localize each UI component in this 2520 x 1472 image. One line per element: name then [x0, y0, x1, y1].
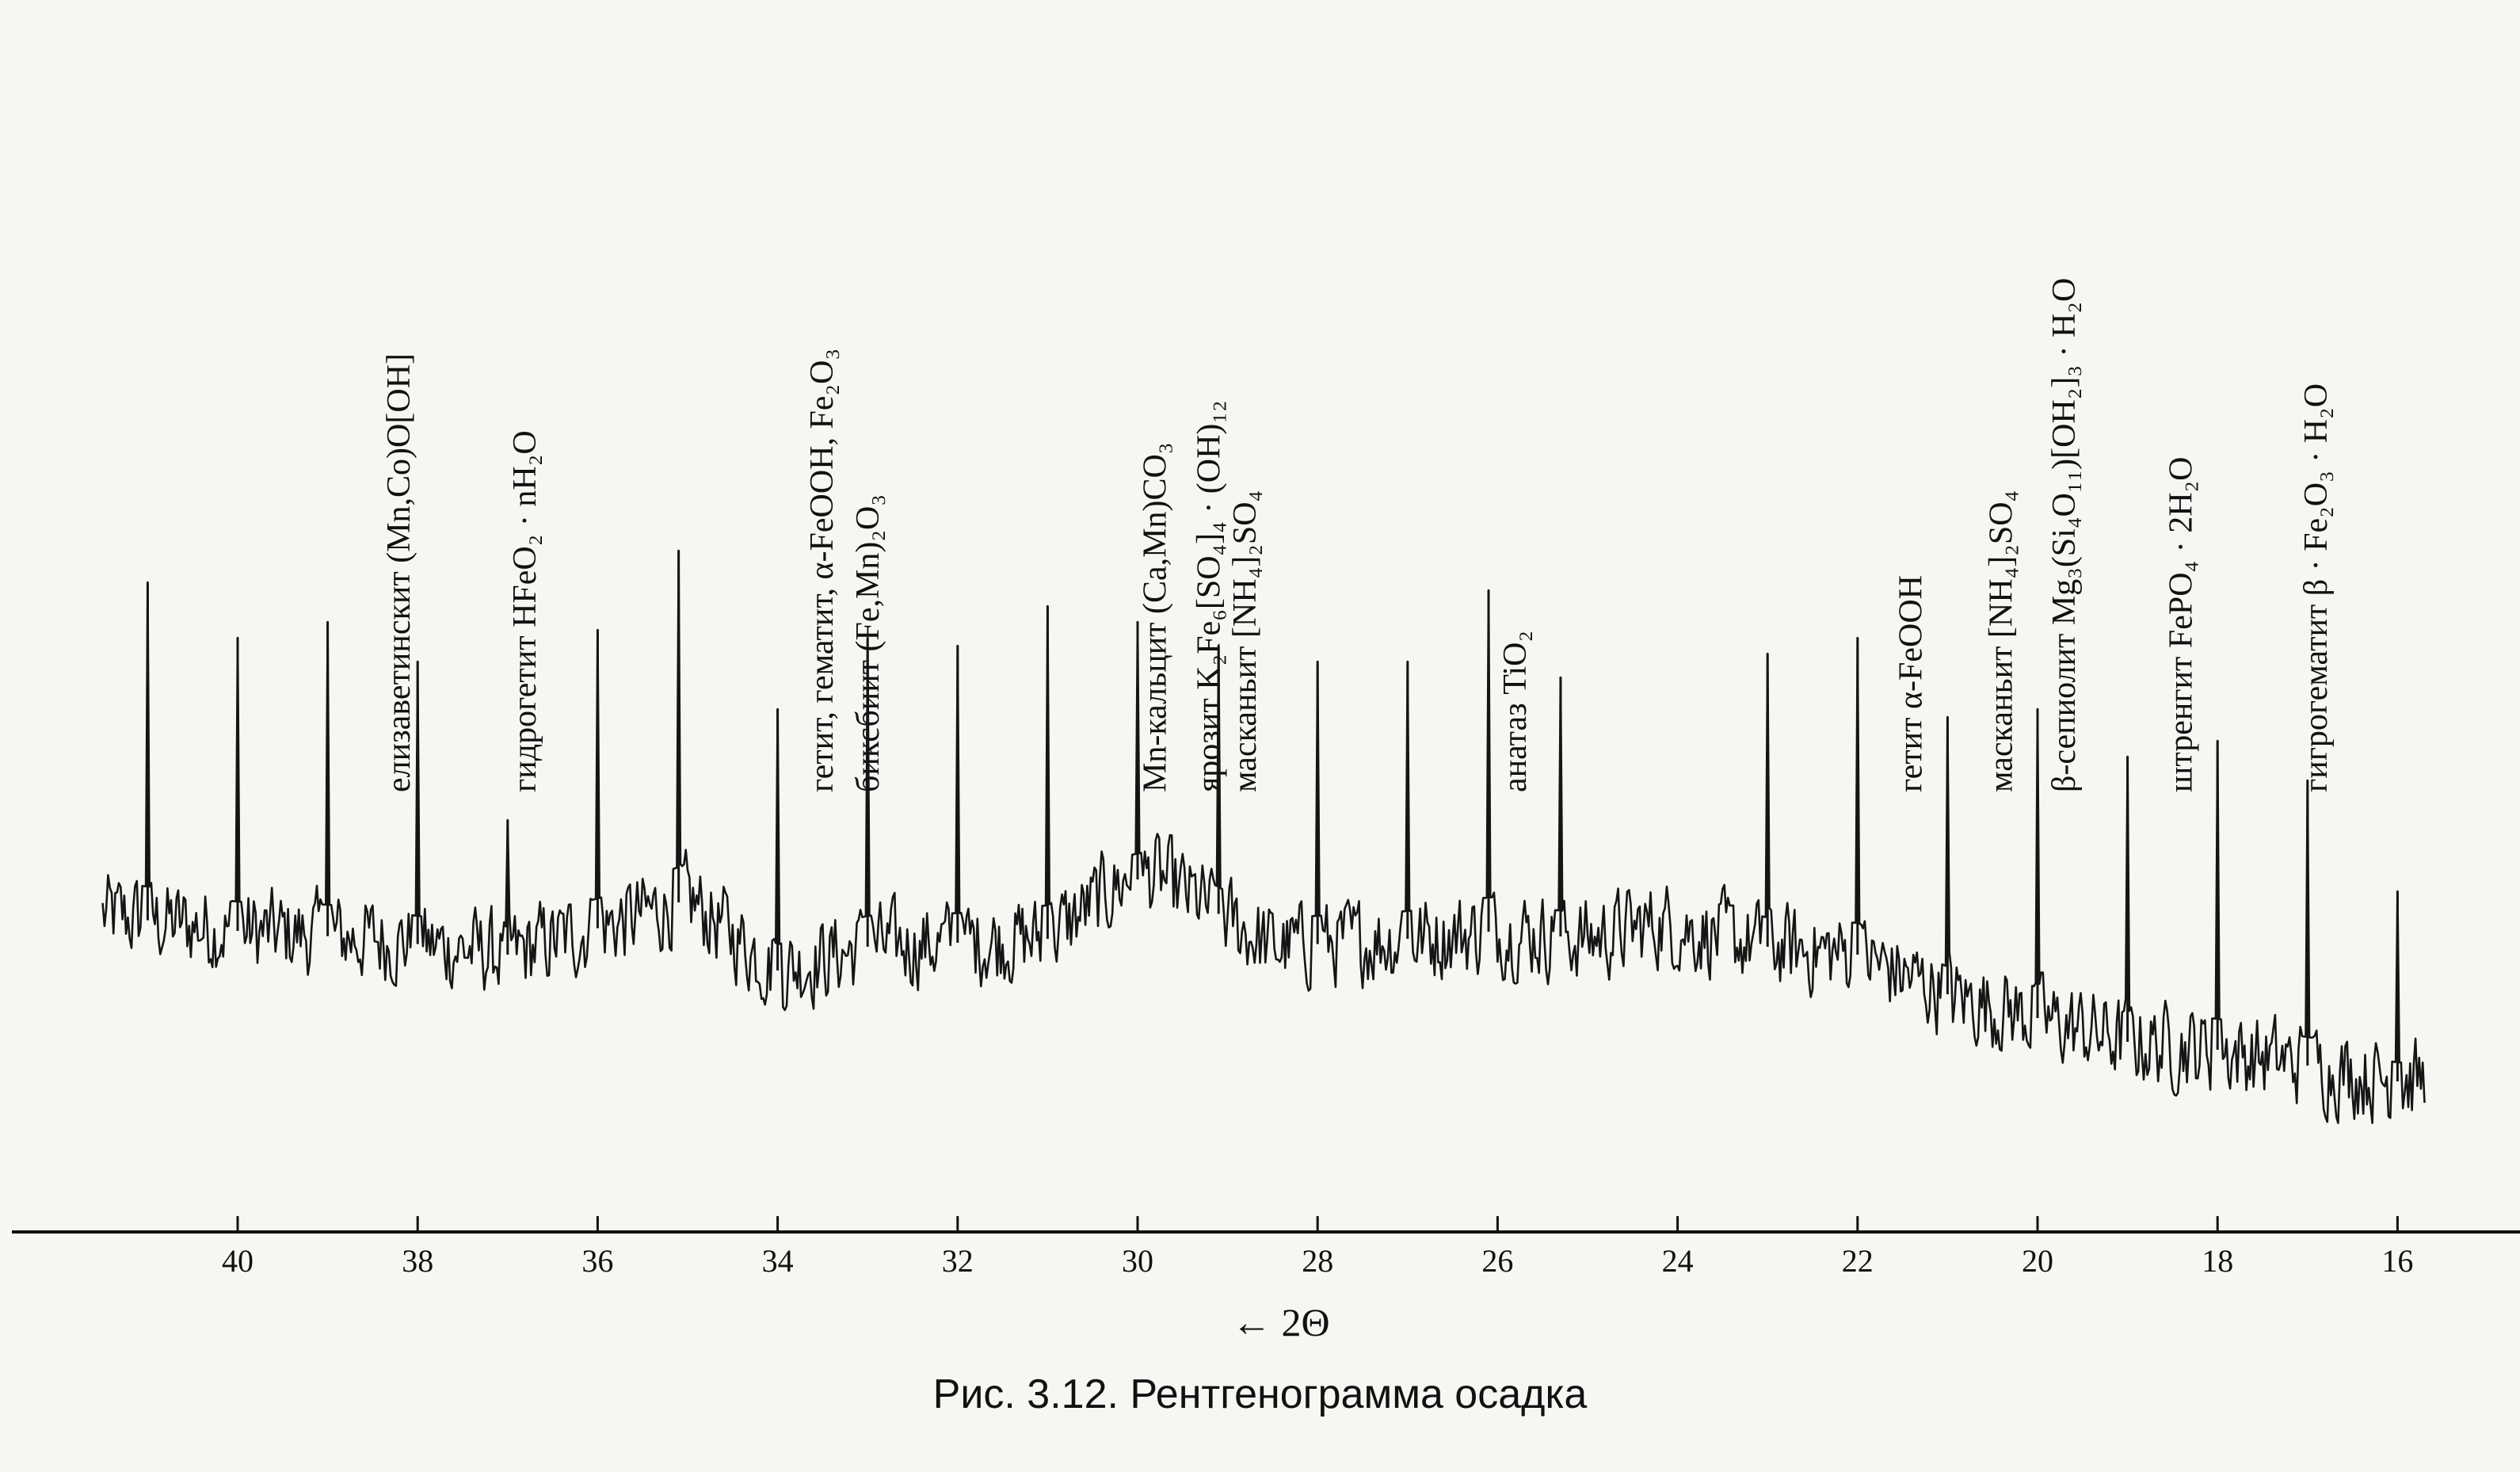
phase-annotation: гигрогематит β · Fe₂O₃ · H₂O: [2298, 383, 2335, 792]
phase-annotation: β-сепиолит Mg₃(Si₄O₁₁)[OH₂]₃ · H₂O: [2046, 278, 2083, 792]
diffraction-trace: [101, 549, 2426, 1124]
phase-label: гетит, гематит, α-FeOOH, Fe₂O₃: [804, 349, 841, 792]
phase-label: гигрогематит β · Fe₂O₃ · H₂O: [2298, 383, 2335, 792]
x-axis-ticks: 40 38 36 34 32 30 28 26 24 22 20 18 16: [222, 1216, 2413, 1279]
phase-annotation: масканьит [NH₄]₂SO₄: [1227, 490, 1264, 792]
x-tick-label: 20: [2022, 1243, 2053, 1279]
phase-annotation: Mn-кальцит (Ca,Mn)CO₃: [1137, 443, 1173, 793]
x-tick-label: 22: [1842, 1243, 1874, 1279]
phase-annotation: штренгит FePO₄ · 2H₂O: [2163, 456, 2199, 792]
phase-annotation: анатаз TiO₂: [1497, 631, 1534, 792]
phase-label: масканьит [NH₄]₂SO₄: [1227, 490, 1264, 792]
phase-annotation: гетит α-FeOOH: [1893, 575, 1930, 792]
phase-label: масканьит [NH₄]₂SO₄: [1983, 490, 2019, 792]
phase-label: елизаветинскит (Mn,Co)O[OH]: [381, 353, 417, 792]
x-tick-label: 24: [1662, 1243, 1694, 1279]
phase-annotation: гетит, гематит, α-FeOOH, Fe₂O₃ биксбиит (…: [804, 349, 886, 792]
phase-label: гетит α-FeOOH: [1893, 575, 1930, 792]
x-tick-label: 34: [762, 1243, 794, 1279]
phase-label: β-сепиолит Mg₃(Si₄O₁₁)[OH₂]₃ · H₂O: [2046, 278, 2083, 792]
phase-annotation: масканьит [NH₄]₂SO₄: [1983, 490, 2019, 792]
phase-label: штренгит FePO₄ · 2H₂O: [2163, 456, 2199, 792]
x-tick-label: 28: [1302, 1243, 1333, 1279]
phase-annotation: ярозит K₂Fe₆[SO₄]₄ · (OH)₁₂: [1191, 400, 1228, 792]
phase-annotations: елизаветинскит (Mn,Co)O[OH] гидрогетит HF…: [381, 278, 2335, 792]
phase-label: анатаз TiO₂: [1497, 631, 1534, 792]
x-tick-label: 38: [402, 1243, 433, 1279]
x-tick-label: 18: [2202, 1243, 2233, 1279]
x-tick-label: 36: [581, 1243, 613, 1279]
phase-label: ярозит K₂Fe₆[SO₄]₄ · (OH)₁₂: [1191, 400, 1228, 792]
x-tick-label: 32: [942, 1243, 974, 1279]
x-tick-label: 30: [1122, 1243, 1153, 1279]
phase-annotation: елизаветинскит (Mn,Co)O[OH]: [381, 353, 417, 792]
x-tick-label: 16: [2381, 1243, 2413, 1279]
phase-annotation: гидрогетит HFeO₂ · nH₂O: [507, 430, 543, 792]
x-axis-label: ← 2Θ: [1232, 1300, 1330, 1344]
figure-caption: Рис. 3.12. Рентгенограмма осадка: [932, 1371, 1588, 1417]
phase-label: Mn-кальцит (Ca,Mn)CO₃: [1137, 443, 1173, 793]
phase-label: гидрогетит HFeO₂ · nH₂O: [507, 430, 543, 792]
x-tick-label: 26: [1481, 1243, 1513, 1279]
x-tick-label: 40: [222, 1243, 254, 1279]
